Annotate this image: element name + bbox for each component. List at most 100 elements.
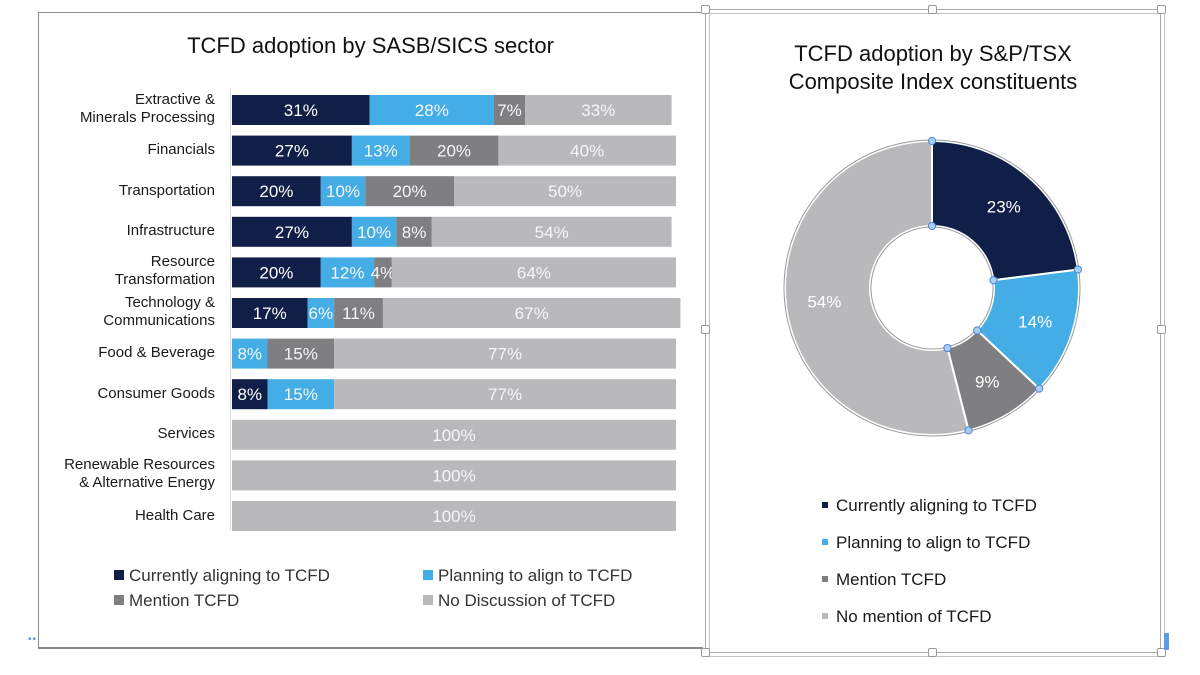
- bar-segment-currently: [232, 95, 370, 125]
- category-axis-line: [230, 90, 231, 530]
- bar-data-label: 27%: [275, 223, 309, 242]
- bar-data-label: 100%: [432, 466, 475, 485]
- donut-legend-item-mention: Mention TCFD: [822, 570, 946, 590]
- bar-segment-planning: [320, 257, 375, 288]
- donut-data-label: 9%: [975, 372, 1000, 391]
- bar-segment-none: [382, 298, 681, 328]
- legend-item-none: No Discussion of TCFD: [423, 591, 615, 611]
- legend-swatch-currently: [822, 501, 828, 508]
- bar-data-label: 15%: [284, 385, 318, 404]
- category-label: Extractive & Minerals Processing: [80, 91, 215, 127]
- category-label: Technology & Communications: [103, 294, 215, 330]
- donut-slice-currently[interactable]: [931, 139, 1079, 282]
- bar-data-label: 54%: [535, 223, 569, 242]
- category-label-line: Technology &: [124, 294, 215, 311]
- legend-label: Planning to align to TCFD: [836, 533, 1031, 552]
- category-label-line: Food & Beverage: [98, 344, 215, 362]
- category-label-line: Consumer Goods: [97, 384, 215, 402]
- slice-selection-handle[interactable]: [927, 136, 937, 146]
- category-label: Infrastructure: [127, 222, 215, 240]
- slice-selection-handle[interactable]: [1073, 265, 1082, 274]
- slice-selection-handle[interactable]: [964, 426, 973, 435]
- bar-segment-currently: [232, 298, 308, 328]
- donut-legend-item-planning: Planning to align to TCFD: [822, 533, 1030, 553]
- category-label-line: Renewable Resources: [64, 456, 215, 474]
- resize-handle-top-left[interactable]: [701, 5, 710, 14]
- bar-chart-panel-bottom-border: [38, 648, 703, 649]
- donut-data-label: 14%: [1018, 313, 1052, 332]
- bar-segment-none: [232, 460, 676, 491]
- bar-segment-currently: [232, 135, 352, 166]
- category-label-line: Minerals Processing: [79, 109, 215, 126]
- legend-label: Currently aligning to TCFD: [836, 496, 1037, 515]
- bar-segment-currently: [232, 379, 268, 410]
- resize-handle-bottom-right[interactable]: [1157, 648, 1166, 657]
- donut-chart-title: TCFD adoption by S&P/TSX Composite Index…: [705, 40, 1161, 96]
- donut-title-line-2: Composite Index constituents: [788, 69, 1078, 94]
- resize-handle-top[interactable]: [928, 5, 937, 14]
- legend-label: Mention TCFD: [836, 570, 947, 589]
- bar-data-label: 50%: [548, 182, 582, 201]
- bar-data-label: 13%: [364, 142, 398, 161]
- legend-swatch-none: [423, 594, 433, 605]
- bar-segment-none: [232, 501, 676, 531]
- bar-segment-mention: [409, 135, 499, 166]
- donut-slice-none[interactable]: [784, 139, 970, 436]
- category-label: Health Care: [135, 507, 215, 525]
- resize-handle-top-right[interactable]: [1157, 5, 1166, 14]
- bar-segment-planning: [351, 216, 397, 247]
- paste-options-icon[interactable]: [1164, 633, 1169, 650]
- category-label-line: Services: [157, 425, 215, 443]
- bar-segment-currently: [232, 257, 321, 288]
- legend-swatch-planning: [822, 538, 828, 545]
- bar-data-label: 20%: [437, 142, 471, 161]
- bar-data-label: 40%: [570, 142, 604, 161]
- bar-data-label: 67%: [515, 304, 549, 323]
- legend-item-currently: Currently aligning to TCFD: [114, 566, 330, 586]
- bar-segment-planning: [369, 95, 494, 125]
- bar-segment-planning: [267, 379, 335, 410]
- resize-handle-bottom-left[interactable]: [701, 648, 710, 657]
- bar-data-label: 8%: [237, 385, 262, 404]
- slice-selection-handle[interactable]: [989, 276, 998, 285]
- category-label-line: Transportation: [118, 181, 215, 199]
- category-label-line: Resource: [150, 253, 215, 271]
- category-label-line: & Alternative Energy: [79, 474, 215, 492]
- slice-selection-handle[interactable]: [1035, 384, 1044, 393]
- resize-handle-bottom[interactable]: [928, 648, 937, 657]
- bar-segment-mention: [267, 338, 335, 369]
- bar-data-label: 8%: [402, 223, 427, 242]
- category-label: Services: [157, 425, 215, 443]
- legend-label: Planning to align to TCFD: [438, 566, 633, 585]
- legend-swatch-planning: [423, 569, 433, 580]
- category-label: Transportation: [119, 182, 215, 200]
- category-label-line: Financials: [147, 141, 215, 159]
- bar-data-label: 15%: [284, 345, 318, 364]
- legend-label: No mention of TCFD: [836, 607, 992, 626]
- bar-data-label: 64%: [517, 263, 551, 282]
- bar-data-label: 20%: [259, 182, 293, 201]
- bar-data-label: 77%: [488, 385, 522, 404]
- bar-data-label: 100%: [432, 426, 475, 445]
- slice-selection-handle[interactable]: [927, 221, 937, 231]
- bar-data-label: 4%: [371, 263, 396, 282]
- bar-data-label: 7%: [497, 101, 522, 120]
- slice-selection-handle[interactable]: [973, 326, 982, 335]
- legend-label: Currently aligning to TCFD: [129, 566, 330, 585]
- slice-selection-handle[interactable]: [943, 343, 952, 353]
- bar-data-label: 12%: [330, 263, 364, 282]
- resize-handle-right[interactable]: [1157, 325, 1166, 334]
- bar-segment-none: [391, 257, 676, 288]
- category-label: Financials: [147, 141, 215, 159]
- category-label: Consumer Goods: [97, 385, 215, 403]
- resize-handle-left[interactable]: [701, 325, 710, 334]
- bar-data-label: 8%: [237, 345, 262, 364]
- bar-segment-none: [525, 95, 672, 125]
- bar-data-label: 27%: [275, 142, 309, 161]
- bar-segment-currently: [232, 176, 321, 207]
- legend-item-planning: Planning to align to TCFD: [423, 566, 632, 586]
- bar-data-label: 20%: [393, 182, 427, 201]
- bar-data-label: 6%: [309, 304, 334, 323]
